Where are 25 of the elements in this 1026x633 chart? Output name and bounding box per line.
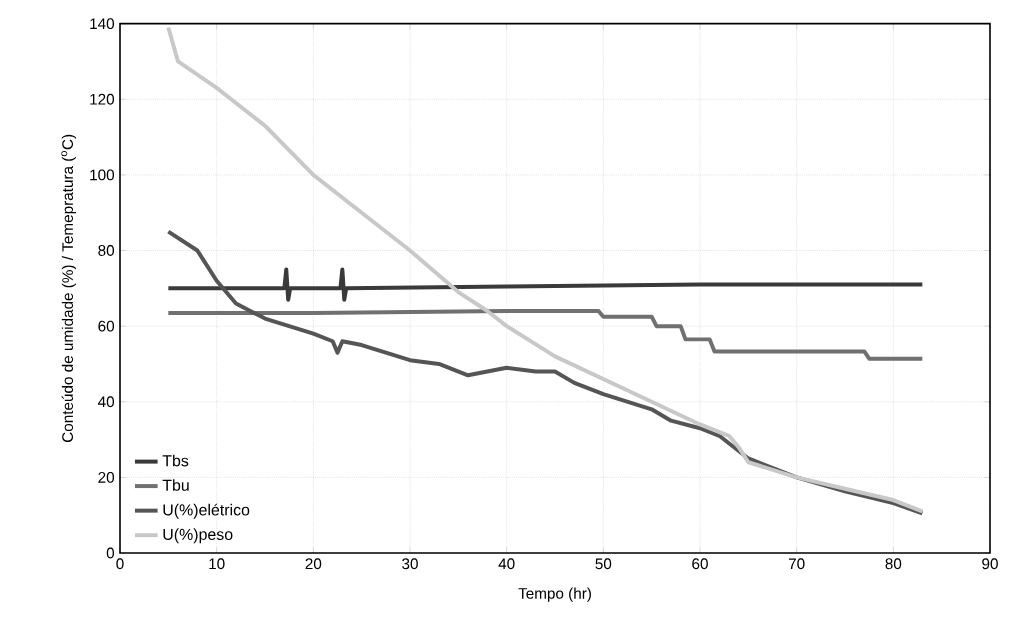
x-tick-label: 40 (498, 558, 515, 570)
line-series (166, 309, 925, 361)
legend-label: Tbu (162, 479, 189, 491)
x-tick-label: 30 (402, 558, 418, 570)
y-tick-label: 0 (106, 547, 115, 559)
x-tick-label: 20 (305, 558, 322, 570)
y-tick-label: 100 (90, 169, 115, 181)
y-tick-label: 140 (90, 18, 115, 30)
x-tick-label: 50 (595, 558, 612, 570)
y-tick-label: 20 (98, 471, 115, 483)
legend-label: Tbs (162, 454, 189, 467)
x-tick-label: 10 (209, 558, 225, 570)
y-tick-label: 60 (98, 320, 115, 332)
legend-label: U(%)elétrico (163, 503, 250, 519)
x-tick-label: 0 (116, 558, 124, 570)
y-axis-title: Conteúdo de umidade (%) / Temepratura ($^{o}$C) (61, 134, 77, 442)
legend-label: U(%)peso (163, 528, 233, 544)
y-tick-label: 120 (90, 93, 115, 105)
x-tick-label: 90 (982, 558, 998, 570)
x-axis-title: Tempo (hr) (518, 587, 591, 602)
x-tick-label: 80 (885, 558, 902, 570)
y-tick-label: 80 (98, 245, 115, 256)
x-tick-label: 60 (692, 558, 708, 570)
y-tick-label: 40 (98, 396, 115, 408)
x-tick-label: 70 (788, 558, 805, 570)
